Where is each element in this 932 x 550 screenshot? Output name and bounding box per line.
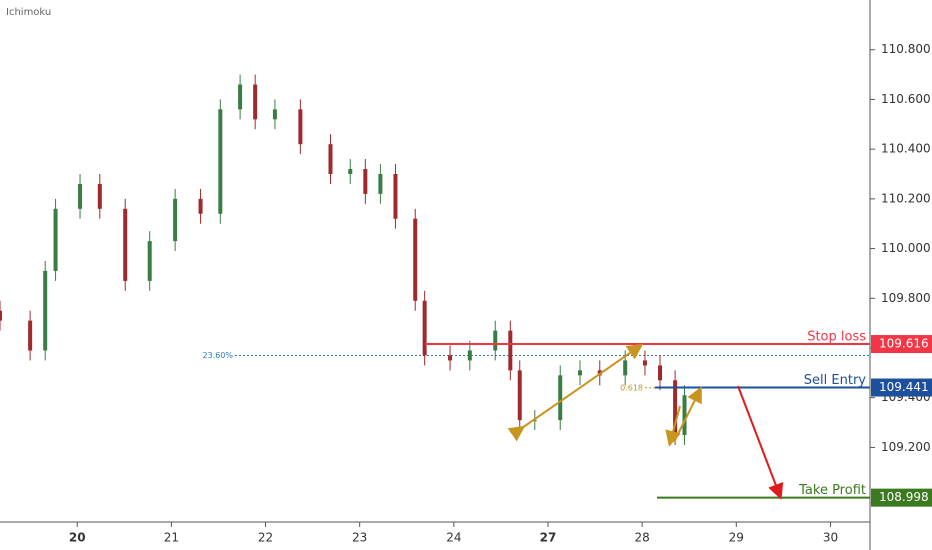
price-label: 108.998 [879,490,929,504]
candle-body [253,84,258,120]
x-tick-label: 27 [540,531,557,545]
candle-body [123,208,128,281]
candle-body [422,300,427,356]
candle-body [682,395,687,435]
candle-body [173,198,178,242]
indicator-title: Ichimoku [6,7,51,18]
candle-body [78,183,83,209]
candle-body [517,370,522,421]
candle-body [413,218,418,301]
candle-body [508,330,513,371]
price-label: 109.441 [879,380,929,394]
fib-label: 23.60% [202,351,233,360]
candle-body [238,84,243,110]
level-name: Stop loss [807,330,866,345]
x-tick-label: 23 [352,531,367,545]
fib-label: 0.618 [620,383,643,392]
pattern-arrow [673,386,702,443]
candle-body [393,174,398,219]
candle-body [348,169,353,174]
candle-body [658,365,663,381]
y-tick-label: 110.000 [881,241,931,255]
target-arrow [737,385,784,500]
price-label-box [871,488,932,507]
candle-body [43,270,48,351]
price-label: 109.616 [879,337,929,351]
pattern-arrow [665,405,681,447]
y-tick-label: 110.400 [881,142,931,156]
candle-body [298,109,303,145]
x-tick-label: 20 [69,531,86,545]
y-tick-label: 109.200 [881,440,931,454]
candle-body [0,310,2,321]
candle-body [467,350,472,361]
x-tick-label: 28 [635,531,650,545]
candle-body [328,144,333,174]
level-name: Take Profit [798,483,866,498]
candle-body [97,183,102,209]
x-tick-label: 21 [164,531,179,545]
y-tick-label: 110.200 [881,191,931,205]
candle-body [623,360,628,376]
candle-body [363,169,368,194]
price-label-box [871,335,932,354]
x-tick-label: 22 [258,531,273,545]
x-tick-label: 30 [823,531,838,545]
price-label-box [871,378,932,397]
level-name: Sell Entry [804,373,867,388]
candle-body [53,208,58,271]
candle-body [378,174,383,194]
candle-body [198,198,203,214]
candle-body [642,360,647,366]
candle-body [578,370,582,376]
candle-body [448,355,453,361]
x-tick-label: 24 [446,531,461,545]
candle-body [28,320,33,351]
candle-body [218,109,223,214]
y-tick-label: 110.800 [881,42,931,56]
y-tick-label: 110.600 [881,92,931,106]
candle-body [147,241,152,281]
candle-body [272,109,277,120]
candle-body [493,330,498,351]
pattern-arrow [507,343,644,442]
y-tick-label: 109.800 [881,291,931,305]
x-tick-label: 29 [729,531,744,545]
candle-body [673,380,678,435]
candle-body [558,375,563,421]
